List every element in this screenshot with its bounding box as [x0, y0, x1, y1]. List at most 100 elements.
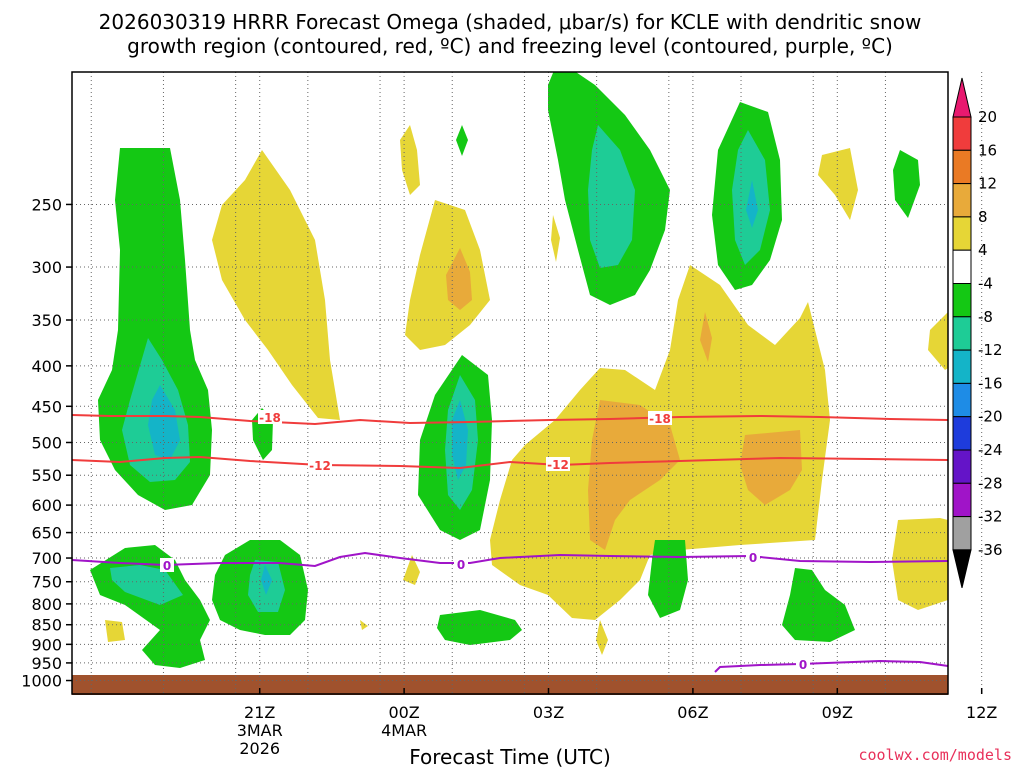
dgz-label: -12 [547, 458, 569, 472]
y-tick-label: 500 [31, 433, 62, 452]
y-tick-label: 450 [31, 397, 62, 416]
y-axis: 2503003504004505005506006507007508008509… [21, 195, 72, 691]
colorbar-label: 16 [978, 141, 997, 159]
omega-region [437, 610, 522, 645]
colorbar-label: 4 [978, 241, 988, 259]
omega-region [110, 565, 183, 605]
colorbar-label: -12 [978, 341, 1003, 359]
colorbar-label: -8 [978, 308, 993, 326]
colorbar-band [952, 283, 972, 318]
freezing-label: 0 [799, 658, 807, 672]
x-tick-date: 4MAR [381, 721, 427, 740]
omega-region [740, 430, 802, 505]
colorbar-band [952, 516, 972, 551]
colorbar-band [952, 416, 972, 451]
colorbar-label: -20 [978, 408, 1003, 426]
x-tick-label: 12Z [966, 703, 997, 722]
y-tick-label: 700 [31, 549, 62, 568]
omega-region [400, 125, 420, 195]
colorbar-band [952, 249, 972, 284]
colorbar: 20 16 12 8 4 -4 -8 -12 -16 -20 -24 -28 -32 -36 [952, 77, 1003, 589]
colorbar-bottom-arrow [952, 549, 972, 589]
colorbar-band [952, 482, 972, 518]
colorbar-label: 8 [978, 208, 988, 226]
x-tick-label: 21Z [244, 703, 275, 722]
colorbar-label: -36 [978, 541, 1003, 559]
y-tick-label: 900 [31, 635, 62, 654]
x-tick-label: 00Z [388, 703, 419, 722]
y-tick-label: 600 [31, 496, 62, 515]
colorbar-band [952, 449, 972, 484]
omega-region [261, 565, 272, 595]
colorbar-top-arrow [952, 77, 972, 118]
x-axis-label: Forecast Time (UTC) [409, 745, 611, 768]
omega-region [588, 400, 680, 550]
dgz-label: -12 [309, 459, 331, 473]
x-tick-year: 2026 [239, 739, 280, 758]
colorbar-band [952, 183, 972, 218]
omega-region [212, 150, 340, 420]
colorbar-band [952, 149, 972, 185]
y-tick-label: 1000 [21, 672, 62, 691]
omega-region [105, 620, 125, 642]
colorbar-band [952, 382, 972, 418]
omega-region [892, 518, 948, 610]
freezing-label: 0 [749, 551, 757, 565]
dgz-contour-label-box: -18 -18 -12 -12 [258, 410, 672, 473]
omega-region [588, 125, 635, 268]
omega-region [403, 555, 420, 585]
omega-region [818, 148, 858, 220]
omega-region [148, 385, 180, 460]
omega-region [596, 620, 608, 655]
dgz-label: -18 [259, 411, 281, 425]
y-tick-label: 850 [31, 616, 62, 635]
omega-region [446, 248, 472, 310]
omega-region [700, 312, 712, 362]
x-tick-label: 09Z [822, 703, 853, 722]
y-tick-label: 950 [31, 654, 62, 673]
y-tick-label: 350 [31, 311, 62, 330]
omega-region [551, 215, 560, 262]
omega-region [928, 312, 948, 370]
colorbar-band [952, 316, 972, 351]
colorbar-label: -32 [978, 508, 1003, 526]
colorbar-label: -24 [978, 441, 1003, 459]
chart-title-line2: growth region (contoured, red, ºC) and f… [127, 34, 893, 58]
freezing-label-box: 0 0 0 0 [160, 550, 810, 672]
credit-text: coolwx.com/models [858, 746, 1012, 764]
colorbar-label: -28 [978, 474, 1003, 492]
colorbar-band [952, 216, 972, 251]
colorbar-band [952, 116, 972, 151]
omega-region [648, 540, 688, 618]
colorbar-label: 12 [978, 175, 997, 193]
y-tick-label: 550 [31, 466, 62, 485]
dgz-contour-line [71, 414, 949, 426]
freezing-label: 0 [457, 558, 465, 572]
y-tick-label: 250 [31, 195, 62, 214]
x-tick-label: 06Z [677, 703, 708, 722]
dgz-contour-line [71, 455, 949, 470]
colorbar-label: -16 [978, 374, 1003, 392]
omega-region [782, 568, 855, 642]
omega-region [456, 125, 468, 156]
y-tick-label: 400 [31, 357, 62, 376]
dgz-label: -18 [649, 412, 671, 426]
omega-shading [90, 72, 948, 668]
ground-surface [72, 675, 948, 695]
chart-title-line1: 2026030319 HRRR Forecast Omega (shaded, … [99, 10, 922, 34]
plot-frame [71, 71, 949, 695]
y-tick-label: 300 [31, 258, 62, 277]
x-tick-date: 3MAR [237, 721, 283, 740]
x-tick-label: 03Z [533, 703, 564, 722]
dgz-contours [71, 414, 949, 470]
colorbar-label: -4 [978, 275, 993, 293]
colorbar-band [952, 349, 972, 384]
freezing-line [714, 659, 949, 673]
colorbar-label: 20 [978, 108, 997, 126]
y-tick-label: 650 [31, 524, 62, 543]
y-tick-label: 800 [31, 595, 62, 614]
omega-region [452, 400, 468, 480]
omega-region [893, 150, 920, 218]
